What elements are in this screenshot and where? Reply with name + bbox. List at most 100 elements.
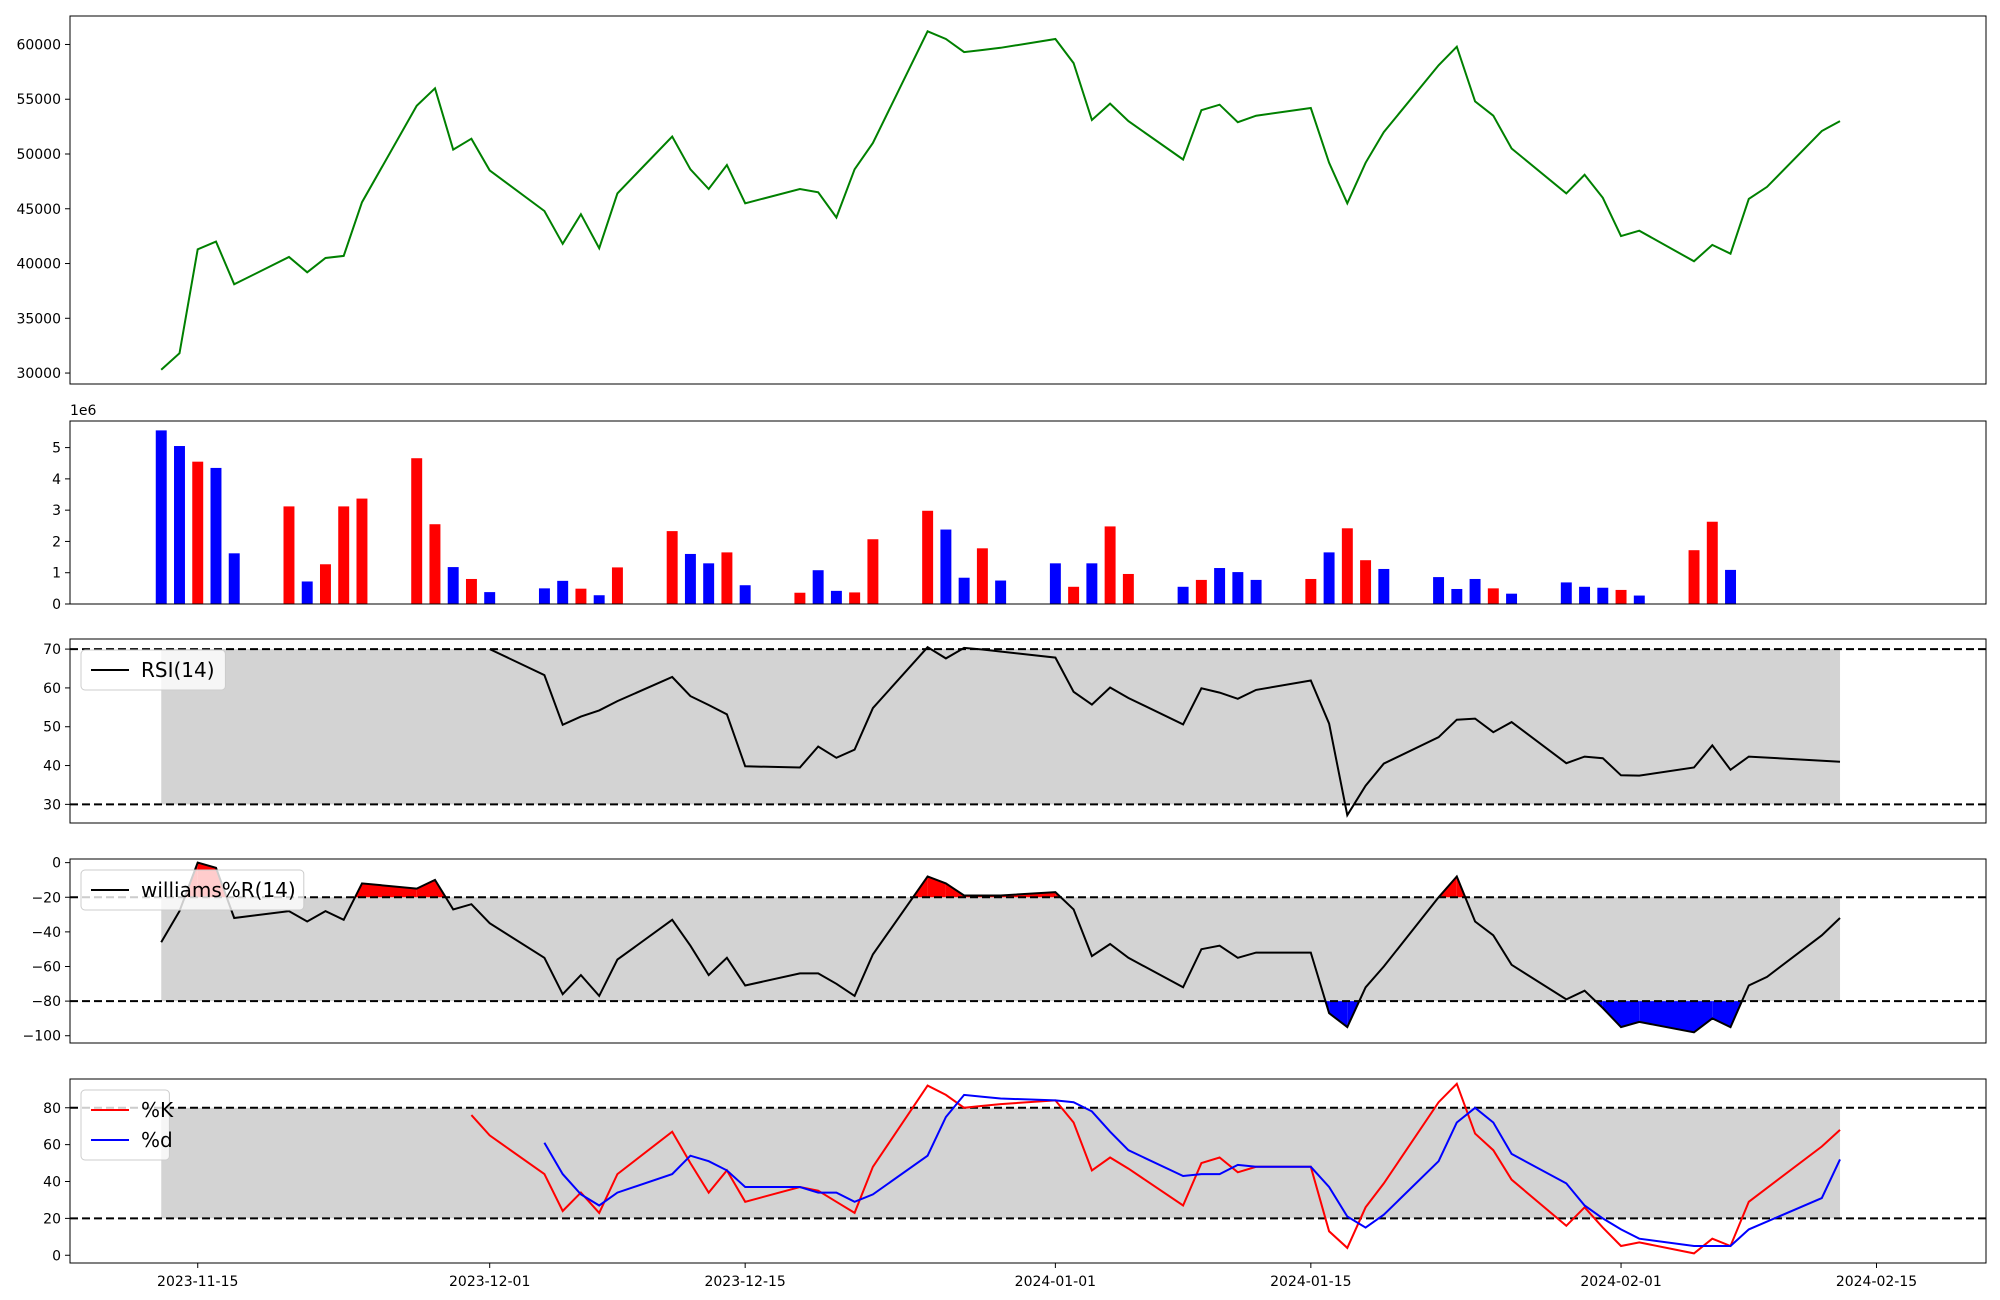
williams-axes-frame xyxy=(69,858,1987,1044)
volume-bar xyxy=(958,577,970,604)
stochastic-panel: 0 20 40 60 80 %K %d xyxy=(43,1078,1987,1264)
volume-bar xyxy=(812,570,824,604)
volume-bar xyxy=(867,539,879,604)
y-tick-label: 50 xyxy=(43,720,61,736)
y-tick-label: 30000 xyxy=(16,366,61,382)
volume-bar xyxy=(1250,579,1262,604)
y-tick-label: 5 xyxy=(52,441,61,457)
y-tick-label: −60 xyxy=(31,959,61,975)
x-tick-label: 2023-12-15 xyxy=(704,1274,785,1290)
volume-bar xyxy=(319,564,331,604)
volume-bar xyxy=(465,578,477,604)
volume-bar xyxy=(1195,579,1207,604)
y-tick-label: 60000 xyxy=(16,37,61,53)
y-tick-label: 0 xyxy=(52,1248,61,1264)
volume-bar xyxy=(484,592,496,604)
volume-bar xyxy=(703,563,715,604)
oversold-fill xyxy=(1329,1001,1348,1028)
volume-bar xyxy=(1378,568,1390,604)
y-tick-label: 40000 xyxy=(16,257,61,273)
volume-bar xyxy=(192,461,204,604)
volume-bar xyxy=(1433,577,1445,604)
volume-bar xyxy=(1104,526,1116,604)
volume-bar xyxy=(356,498,368,604)
volume-bar xyxy=(228,553,240,604)
volume-bar xyxy=(739,585,751,604)
x-tick-label: 2023-11-15 xyxy=(157,1274,238,1290)
y-tick-label: 40 xyxy=(43,1175,61,1191)
volume-bar xyxy=(538,588,550,604)
legend-label: RSI(14) xyxy=(141,658,215,682)
volume-axes-frame xyxy=(69,420,1987,605)
volume-bar xyxy=(575,588,587,604)
volume-bar xyxy=(1688,550,1700,604)
y-tick-label: 50000 xyxy=(16,147,61,163)
y-tick-label: −100 xyxy=(23,1029,61,1045)
volume-bar xyxy=(721,552,733,604)
y-tick-label: 0 xyxy=(52,856,61,872)
y-tick-label: 20 xyxy=(43,1211,61,1227)
volume-bar xyxy=(301,581,313,604)
y-tick-label: 2 xyxy=(52,534,61,550)
volume-bar xyxy=(976,548,988,604)
volume-bar xyxy=(849,592,861,604)
x-tick-label: 2024-02-01 xyxy=(1580,1274,1661,1290)
volume-bar xyxy=(1451,588,1463,604)
volume-bar xyxy=(1725,569,1737,604)
volume-bar xyxy=(1469,578,1481,604)
volume-bar xyxy=(1323,552,1335,604)
volume-bar xyxy=(1177,586,1189,604)
legend-label: williams%R(14) xyxy=(141,878,296,902)
volume-bar xyxy=(1560,582,1572,604)
overbought-fill xyxy=(362,883,417,898)
volume-bar xyxy=(429,524,441,604)
y-tick-label: 80 xyxy=(43,1101,61,1117)
y-tick-label: 35000 xyxy=(16,311,61,327)
volume-bar xyxy=(940,529,952,604)
williams-legend xyxy=(80,869,305,911)
legend-label: %K xyxy=(141,1098,174,1122)
volume-bar xyxy=(684,553,696,604)
williams-band-fill xyxy=(161,897,1841,1002)
x-tick-label: 2024-01-15 xyxy=(1270,1274,1351,1290)
y-tick-label: 60 xyxy=(43,1138,61,1154)
volume-panel: 0 1 2 3 4 5 xyxy=(52,420,1987,613)
price-axes-frame xyxy=(69,15,1987,385)
volume-bar xyxy=(1597,587,1609,604)
y-tick-label: 3 xyxy=(52,503,61,519)
stochastic-band-fill xyxy=(161,1107,1841,1219)
stochastic-axes-frame xyxy=(69,1078,1987,1264)
williams-r-series-line xyxy=(160,861,1841,1034)
rsi-series-line xyxy=(489,645,1841,818)
volume-bar xyxy=(1068,586,1080,604)
x-tick-label: 2024-01-01 xyxy=(1015,1274,1096,1290)
volume-bar xyxy=(830,590,842,604)
date-x-axis: 2023-11-15 2023-12-01 2023-12-15 2024-01-01… xyxy=(157,1263,1917,1290)
volume-bar xyxy=(1341,528,1353,604)
oversold-fill xyxy=(1712,1001,1731,1028)
volume-bar xyxy=(1086,563,1098,604)
x-tick-label: 2024-02-15 xyxy=(1836,1274,1917,1290)
volume-bar xyxy=(155,430,167,604)
oversold-fill xyxy=(1602,1001,1621,1028)
y-tick-label: −20 xyxy=(31,890,61,906)
oversold-fill xyxy=(1694,1001,1713,1033)
overbought-fill xyxy=(416,879,435,898)
volume-bar xyxy=(1615,589,1627,604)
volume-bar xyxy=(338,506,350,604)
williams-r-panel: 0 −20 −40 −60 −80 −100 williams%R(14) xyxy=(23,856,1987,1045)
volume-bar xyxy=(447,567,459,604)
volume-bar xyxy=(283,506,295,604)
volume-bar xyxy=(593,595,605,604)
volume-bar xyxy=(210,467,222,604)
volume-bar xyxy=(1487,588,1499,604)
volume-bar xyxy=(411,458,423,604)
x-tick-label: 2023-12-01 xyxy=(449,1274,530,1290)
volume-bar xyxy=(611,567,623,604)
rsi-band-fill xyxy=(161,649,1841,805)
volume-bar xyxy=(557,580,569,604)
volume-bar xyxy=(1360,560,1372,604)
y-tick-label: 55000 xyxy=(16,92,61,108)
y-tick-label: 0 xyxy=(52,597,61,613)
